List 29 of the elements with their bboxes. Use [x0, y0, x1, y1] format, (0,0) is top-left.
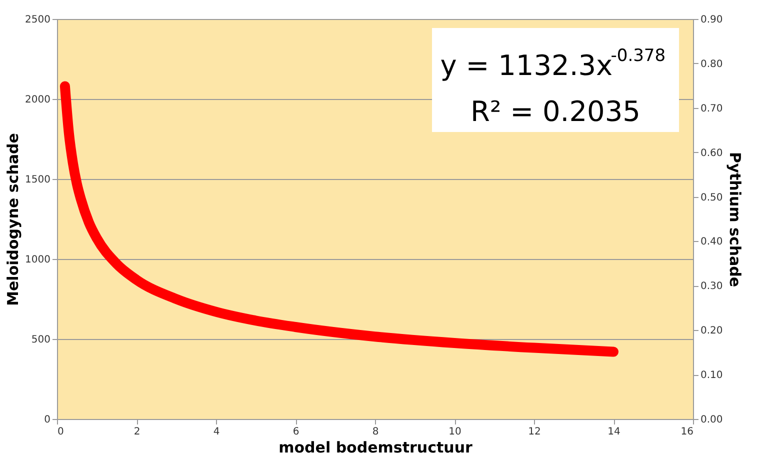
y2-tick-label: 0.00: [700, 414, 723, 426]
y-axis-title: Meloidogyne schade: [4, 133, 22, 306]
y-tick-label: 1500: [25, 174, 50, 186]
y2-tick-label: 0.40: [700, 236, 723, 248]
y2-tick-label: 0.90: [700, 14, 723, 26]
x-tick-label: 12: [528, 426, 541, 438]
y-tick-label: 2000: [25, 94, 50, 106]
y2-tick-label: 0.80: [700, 58, 723, 70]
y2-axis-title: Pythium schade: [726, 152, 744, 288]
y-tick-label: 2500: [25, 14, 50, 26]
x-tick-label: 10: [448, 426, 462, 438]
y2-tick-label: 0.10: [700, 370, 723, 382]
y-tick-label: 1000: [25, 254, 50, 266]
x-axis-title: model bodemstructuur: [278, 438, 473, 456]
y2-tick-label: 0.50: [700, 192, 723, 204]
x-tick-label: 6: [292, 426, 300, 438]
y2-tick-label: 0.30: [700, 281, 723, 292]
x-tick-label: 16: [680, 426, 694, 438]
x-tick-label: 8: [372, 426, 379, 438]
y-tick-label: 500: [31, 334, 50, 346]
y2-tick-label: 0.20: [700, 326, 723, 337]
y-tick-label: 0: [44, 414, 50, 426]
x-tick-label: 0: [58, 426, 64, 438]
y2-tick-label: 0.60: [700, 148, 723, 159]
x-tick-label: 14: [608, 426, 620, 438]
x-tick-label: 2: [134, 426, 140, 438]
y2-tick-label: 0.70: [700, 103, 723, 114]
x-tick-label: 4: [213, 426, 220, 438]
annotation: R² = 0.2035: [470, 95, 640, 128]
